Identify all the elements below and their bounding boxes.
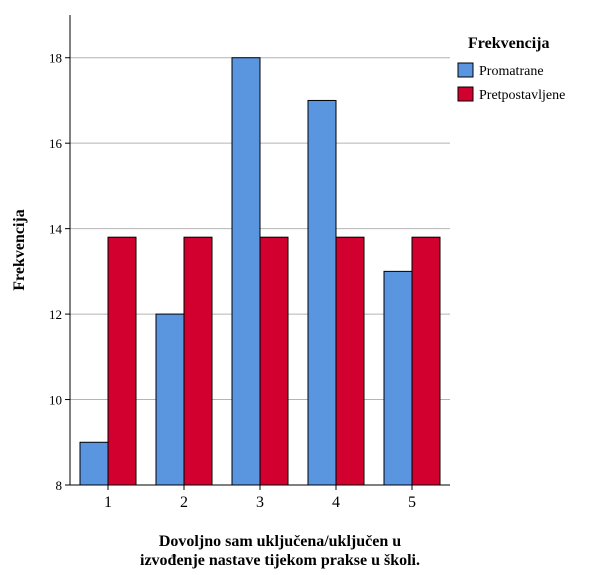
bar [383,270,413,486]
bars [79,57,441,486]
legend-entry-label: Promatrane [479,64,544,79]
legend-swatch [457,86,474,102]
y-tick-label: 8 [56,478,63,493]
x-axis-label-line1: Dovoljno sam uključena/uključen u [158,533,402,550]
bar [307,99,337,486]
x-tick-label: 4 [332,494,340,511]
bar [411,236,441,486]
x-tick-label: 3 [256,494,264,511]
y-tick-label: 10 [49,393,62,408]
bar [231,57,261,486]
x-ticks: 1 2 3 4 5 [104,485,416,511]
legend: Frekvencija Promatrane Pretpostavljene [457,35,565,103]
bar [183,236,213,486]
y-ticks: 8 10 12 14 16 18 [49,51,70,493]
y-tick-label: 14 [49,222,63,237]
bar [259,236,289,486]
bar [155,313,185,486]
x-axis-label: Dovoljno sam uključena/uključen u izvođe… [100,532,460,570]
legend-entry-label: Pretpostavljene [479,88,565,103]
bar [107,236,137,486]
x-tick-label: 1 [104,494,112,511]
y-tick-label: 18 [49,51,62,66]
y-axis-label: Frekvencija [11,209,28,290]
legend-swatch [457,62,474,78]
y-tick-label: 12 [49,307,62,322]
x-tick-label: 2 [180,494,188,511]
x-axis-label-line2: izvođenje nastave tijekom prakse u školi… [140,552,420,569]
x-tick-label: 5 [408,494,416,511]
bar [335,236,365,486]
y-tick-label: 16 [49,136,63,151]
bar [79,441,109,486]
legend-title: Frekvencija [468,35,549,52]
